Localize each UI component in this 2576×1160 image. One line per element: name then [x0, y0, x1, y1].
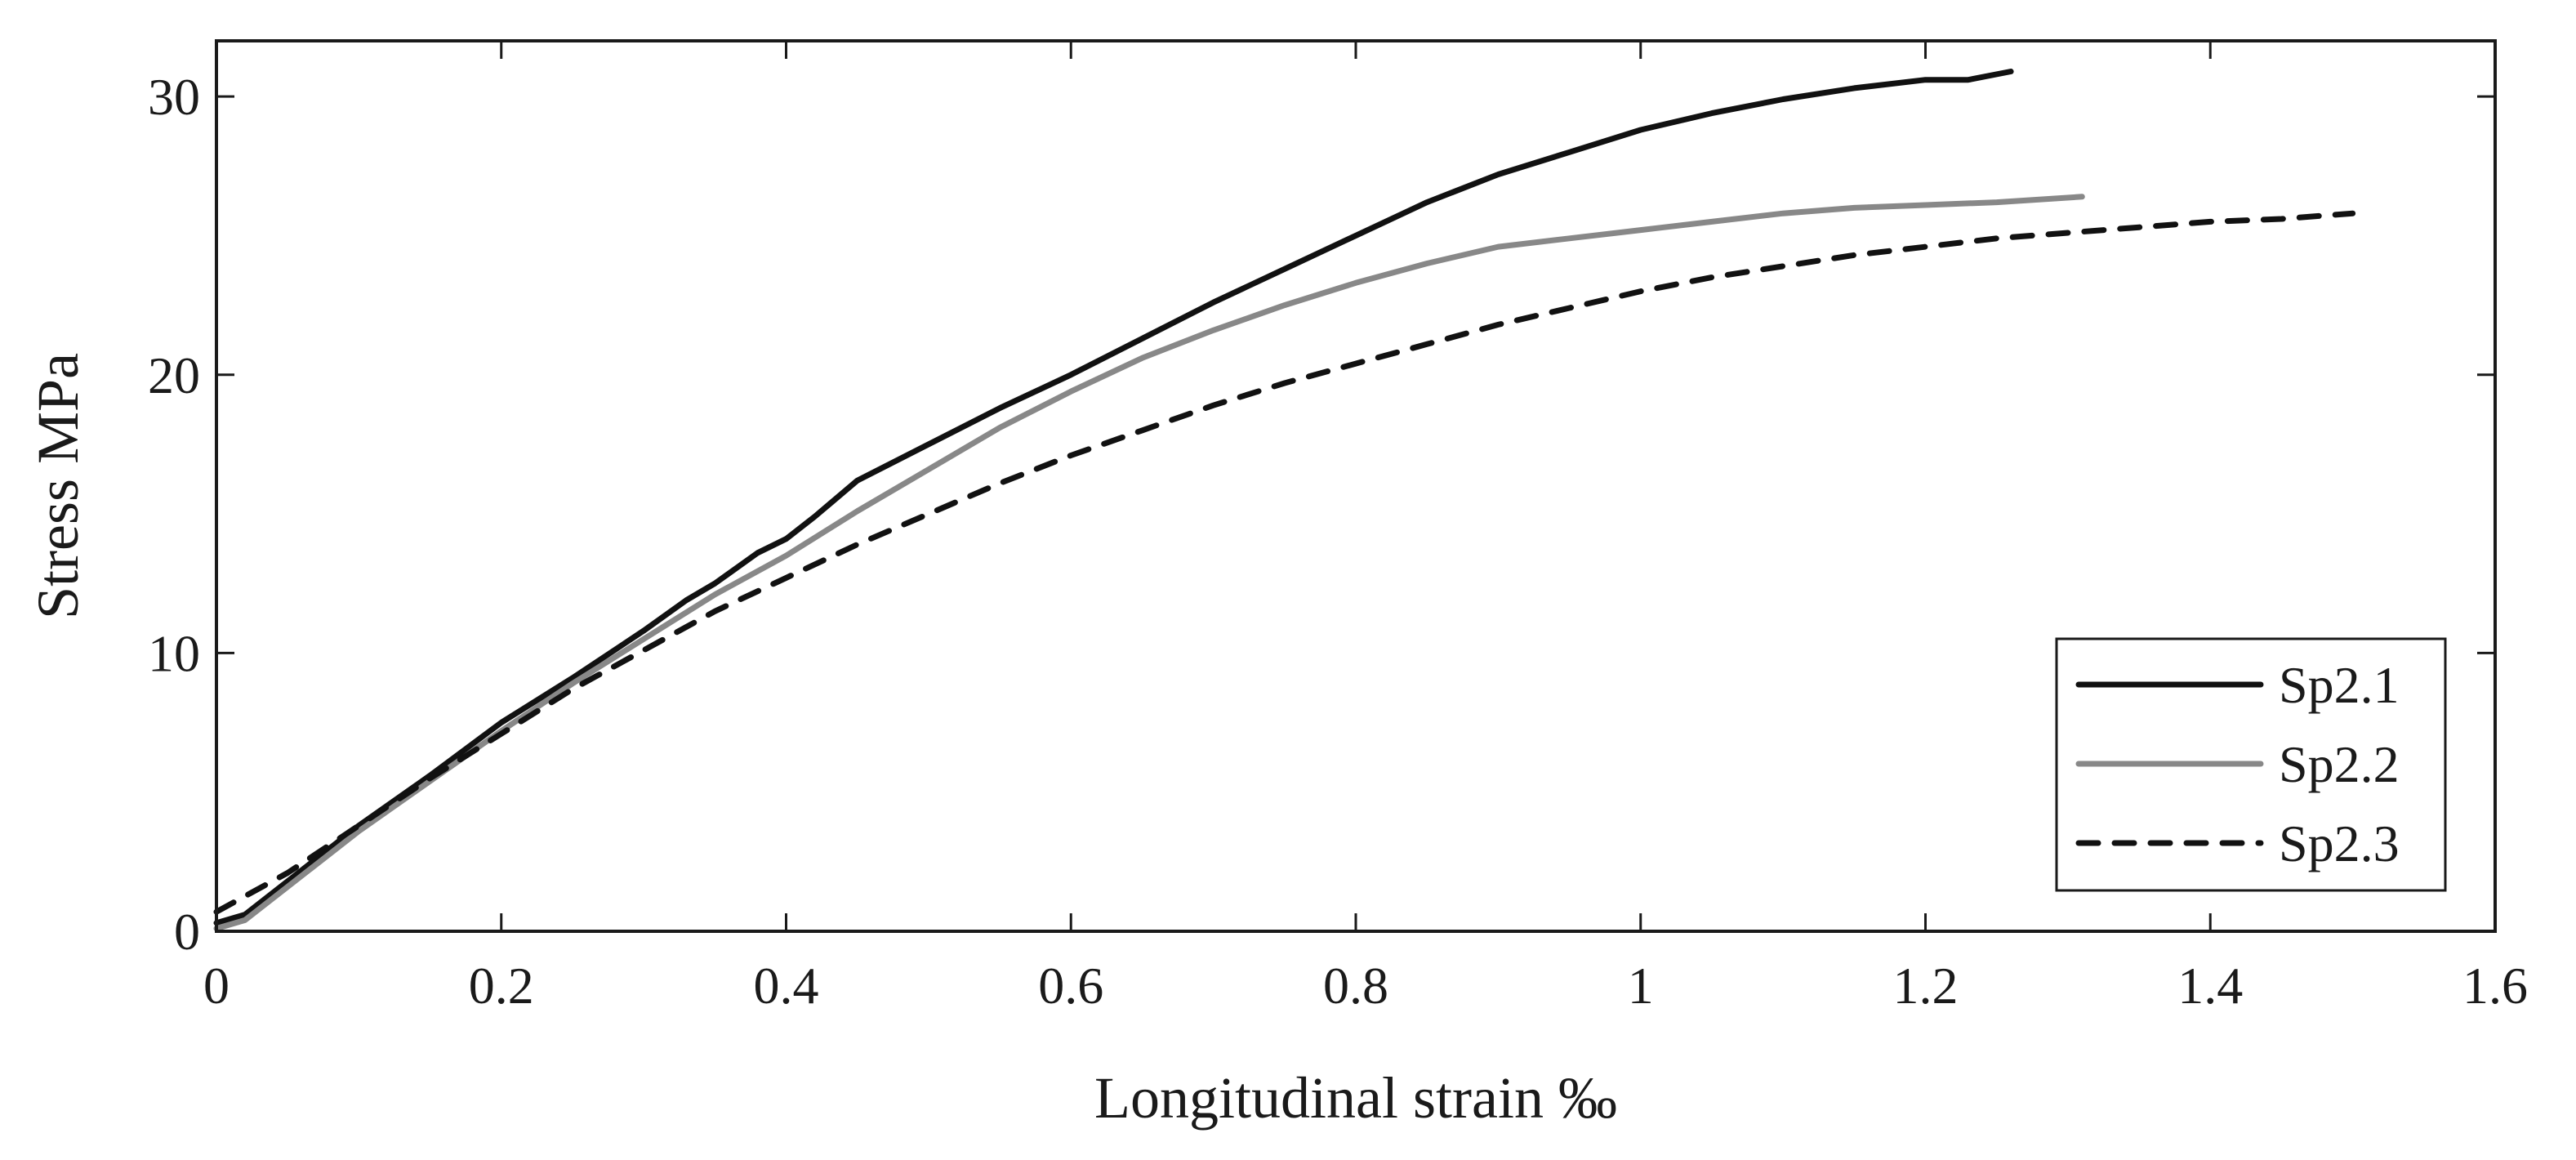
x-tick-label: 0.6: [1038, 957, 1103, 1015]
x-tick-label: 1: [1628, 957, 1654, 1015]
x-tick-label: 0: [203, 957, 230, 1015]
x-axis-title: Longitudinal strain ‰: [1094, 1065, 1617, 1131]
series-line-sp2-2: [213, 194, 2085, 932]
x-tick-label: 0.8: [1323, 957, 1388, 1015]
y-tick-label: 20: [148, 346, 200, 404]
legend-label-sp2-2: Sp2.2: [2279, 735, 2400, 793]
x-tick-label: 0.2: [469, 957, 534, 1015]
y-tick-label: 30: [148, 68, 200, 126]
y-tick-label: 0: [174, 903, 200, 961]
plot-frame: [215, 39, 2497, 933]
x-tick-labels: 0 0.2 0.4 0.6 0.8 1 1.2 1.4 1.6: [203, 957, 2528, 1015]
series-lines: [213, 69, 2356, 932]
x-tick-label: 1.4: [2177, 957, 2243, 1015]
y-tick-labels: 0 10 20 30: [148, 68, 200, 961]
legend-label-sp2-3: Sp2.3: [2279, 814, 2400, 872]
y-axis-title: Stress MPa: [25, 353, 91, 619]
series-line-sp2-3: [213, 210, 2356, 915]
y-tick-label: 10: [148, 624, 200, 682]
legend-label-sp2-1: Sp2.1: [2279, 656, 2400, 714]
legend: Sp2.1 Sp2.2 Sp2.3: [2055, 637, 2447, 892]
x-tick-label: 0.4: [754, 957, 819, 1015]
x-tick-label: 1.2: [1893, 957, 1959, 1015]
x-tick-label: 1.6: [2462, 957, 2528, 1015]
series-line-sp2-1: [213, 69, 2014, 926]
